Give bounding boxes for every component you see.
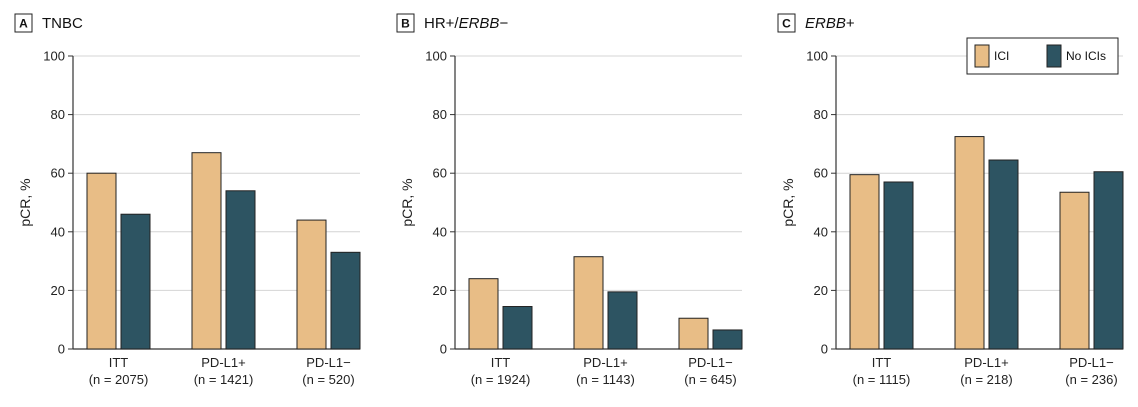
legend-swatch-no-ici <box>1046 44 1062 68</box>
y-tick-label: 40 <box>433 224 447 239</box>
x-tick-label: PD-L1− <box>688 355 732 370</box>
bar-ici-1 <box>954 136 985 350</box>
bar-ici-1 <box>191 152 222 350</box>
bar-no-ici-1 <box>607 291 638 350</box>
panel-letter: B <box>401 17 410 31</box>
x-tick-n-label: (n = 236) <box>1065 372 1117 387</box>
x-tick-label: ITT <box>872 355 892 370</box>
bar-ici-0 <box>86 172 117 350</box>
panel-title-prefix: HR+/ <box>424 15 459 32</box>
bar-ici-2 <box>296 219 327 350</box>
legend-label-no-ici: No ICIs <box>1066 49 1106 63</box>
bar-no-ici-2 <box>712 329 743 350</box>
bar-no-ici-0 <box>120 213 151 350</box>
x-tick-label: PD-L1+ <box>964 355 1008 370</box>
panel-letter: C <box>782 17 791 31</box>
y-tick-label: 20 <box>433 283 447 298</box>
bar-ici-0 <box>849 174 880 350</box>
panel-title: TNBC <box>42 15 83 32</box>
bar-no-ici-1 <box>988 159 1019 350</box>
y-axis-title: pCR, % <box>17 178 33 226</box>
y-tick-label: 20 <box>51 283 65 298</box>
legend-box <box>966 37 1119 75</box>
panel-title-text: TNBC <box>42 15 83 32</box>
bar-ici-2 <box>678 317 709 350</box>
x-tick-label: PD-L1− <box>306 355 350 370</box>
bar-no-ici-1 <box>225 190 256 350</box>
y-tick-label: 60 <box>51 166 65 181</box>
y-tick-label: 80 <box>51 107 65 122</box>
panel-letter: A <box>19 17 28 31</box>
panel-title-gene: ERBB <box>459 15 500 32</box>
bar-no-ici-2 <box>330 251 361 350</box>
legend-label-ici: ICI <box>994 49 1009 63</box>
y-tick-label: 20 <box>814 283 828 298</box>
x-tick-n-label: (n = 2075) <box>89 372 149 387</box>
x-tick-n-label: (n = 520) <box>302 372 354 387</box>
y-tick-label: 0 <box>440 342 447 357</box>
y-tick-label: 100 <box>425 49 447 64</box>
x-tick-n-label: (n = 1143) <box>576 372 635 387</box>
y-axis-title: pCR, % <box>399 178 415 226</box>
panel-letter-box <box>396 13 415 33</box>
y-tick-label: 0 <box>58 342 65 357</box>
x-tick-n-label: (n = 1421) <box>194 372 254 387</box>
x-tick-label: PD-L1+ <box>201 355 245 370</box>
x-tick-n-label: (n = 218) <box>960 372 1012 387</box>
bar-no-ici-2 <box>1093 171 1124 350</box>
bar-ici-1 <box>573 256 604 350</box>
x-tick-label: PD-L1− <box>1069 355 1113 370</box>
y-tick-label: 40 <box>814 224 828 239</box>
y-tick-label: 0 <box>821 342 828 357</box>
x-tick-n-label: (n = 1115) <box>853 372 911 387</box>
bar-ici-2 <box>1059 191 1090 350</box>
x-tick-n-label: (n = 1924) <box>471 372 531 387</box>
panel-title: ERBB+ <box>805 15 855 32</box>
x-tick-label: ITT <box>491 355 511 370</box>
y-axis-title: pCR, % <box>780 178 796 226</box>
y-tick-label: 60 <box>433 166 447 181</box>
bar-no-ici-0 <box>502 306 533 350</box>
x-tick-label: ITT <box>109 355 129 370</box>
panel-title: HR+/ERBB− <box>424 15 508 32</box>
y-tick-label: 100 <box>43 49 65 64</box>
legend-swatch-ici <box>974 44 990 68</box>
panel-title-suffix: + <box>846 15 855 32</box>
panel-title-gene: ERBB <box>805 15 846 32</box>
chart-panel-a: A TNBC 0 20 40 60 80 100 pCR, % ITT (n = 2075) PD-L… <box>14 13 361 387</box>
y-tick-label: 40 <box>51 224 65 239</box>
panel-letter-box <box>14 13 33 33</box>
y-tick-label: 60 <box>814 166 828 181</box>
x-tick-n-label: (n = 645) <box>684 372 736 387</box>
panel-title-suffix: − <box>499 15 508 32</box>
chart-panel-b: B HR+/ERBB− 0 20 40 60 80 100 pCR, % ITT (n = 1924… <box>396 13 743 387</box>
y-tick-label: 80 <box>814 107 828 122</box>
bar-ici-0 <box>468 278 499 350</box>
x-tick-label: PD-L1+ <box>583 355 627 370</box>
panel-letter-box <box>777 13 796 33</box>
y-tick-label: 80 <box>433 107 447 122</box>
y-tick-label: 100 <box>806 49 828 64</box>
bar-no-ici-0 <box>883 181 914 350</box>
